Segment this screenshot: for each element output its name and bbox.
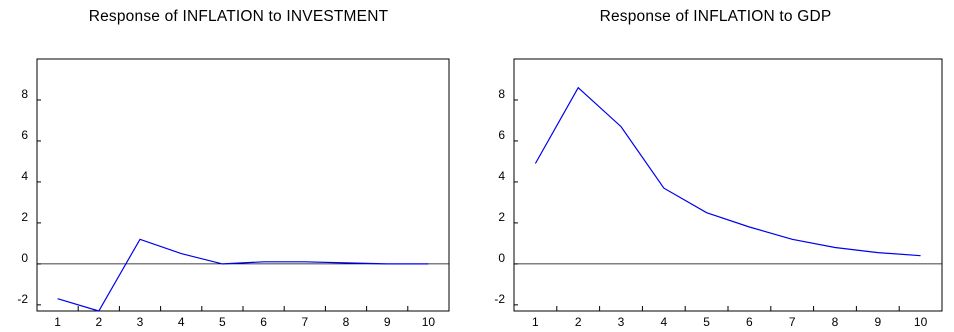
y-tick-label: 0 bbox=[21, 251, 28, 265]
x-tick-label: 2 bbox=[575, 315, 582, 329]
x-tick-label: 7 bbox=[301, 315, 308, 329]
chart-title: Response of INFLATION to GDP bbox=[599, 8, 832, 25]
x-tick-label: 5 bbox=[219, 315, 226, 329]
chart-svg-gdp: -2 0 2 4 6 8 1 2 3 4 5 6 7 8 9 10 bbox=[494, 58, 943, 329]
y-tick-label: -2 bbox=[17, 292, 28, 306]
chart-svg-investment: -2 0 2 4 6 8 1 2 3 4 5 6 7 8 9 10 bbox=[17, 58, 450, 329]
x-tick-label: 7 bbox=[789, 315, 796, 329]
y-tick-label: 8 bbox=[21, 87, 28, 101]
x-tick-label: 10 bbox=[422, 315, 436, 329]
chart-panel-gdp: Response of INFLATION to GDP -2 0 2 4 6 8 1 2 3 4… bbox=[477, 0, 954, 332]
x-tick-label: 3 bbox=[137, 315, 144, 329]
y-tick-label: 4 bbox=[21, 169, 28, 183]
x-tick-label: 1 bbox=[532, 315, 539, 329]
x-tick-label: 4 bbox=[660, 315, 667, 329]
x-tick-label: 10 bbox=[914, 315, 928, 329]
series-line bbox=[534, 86, 921, 257]
x-tick-label: 1 bbox=[54, 315, 61, 329]
plot-frame bbox=[36, 58, 450, 312]
x-tick-label: 4 bbox=[178, 315, 185, 329]
x-tick-label: 8 bbox=[343, 315, 350, 329]
chart-panel-investment: Response of INFLATION to INVESTMENT -2 0 2… bbox=[17, 8, 450, 329]
x-tick-label: 8 bbox=[832, 315, 839, 329]
y-tick-label: 6 bbox=[21, 128, 28, 142]
plot-frame bbox=[513, 58, 943, 312]
x-tick-label: 6 bbox=[746, 315, 753, 329]
x-tick-label: 5 bbox=[703, 315, 710, 329]
y-tick-label: 8 bbox=[498, 87, 505, 101]
series-line bbox=[57, 238, 429, 312]
x-tick-label: 2 bbox=[95, 315, 102, 329]
y-tick-label: 4 bbox=[498, 169, 505, 183]
x-tick-label: 9 bbox=[874, 315, 881, 329]
y-tick-label: 2 bbox=[498, 210, 505, 224]
y-tick-label: 2 bbox=[21, 210, 28, 224]
x-tick-label: 3 bbox=[618, 315, 625, 329]
y-tick-label: -2 bbox=[494, 292, 505, 306]
y-tick-label: 0 bbox=[498, 251, 505, 265]
x-tick-label: 6 bbox=[260, 315, 267, 329]
y-tick-label: 6 bbox=[498, 128, 505, 142]
chart-title: Response of INFLATION to INVESTMENT bbox=[88, 8, 389, 25]
x-tick-label: 9 bbox=[384, 315, 391, 329]
